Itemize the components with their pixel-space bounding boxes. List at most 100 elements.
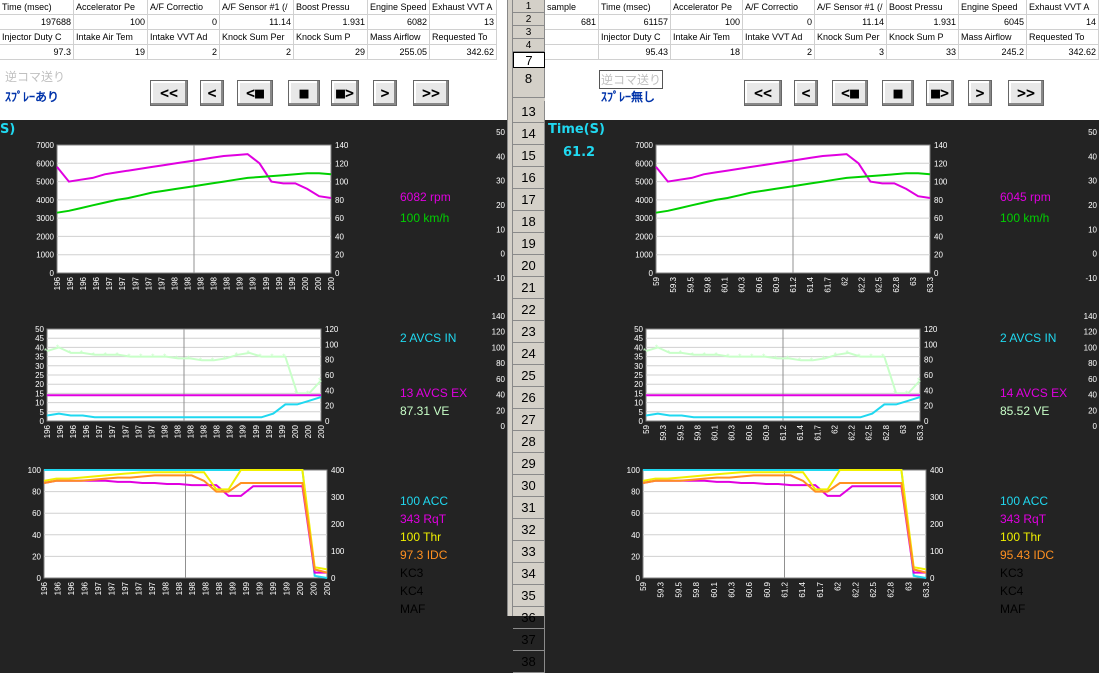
grid-header-cell[interactable]: A/F Correctio — [148, 0, 220, 15]
grid-value-cell[interactable]: 245.2 — [959, 45, 1027, 60]
grid-header-cell[interactable]: Accelerator Pe — [74, 0, 148, 15]
grid-header-cell[interactable]: Boost Pressu — [887, 0, 959, 15]
first-button[interactable]: << — [744, 80, 782, 106]
grid-header-cell[interactable]: Engine Speed — [368, 0, 430, 15]
grid-header-cell[interactable]: Intake Air Tem — [74, 30, 148, 45]
grid-value-cell[interactable]: 342.62 — [430, 45, 497, 60]
grid-header-cell[interactable]: Intake VVT Ad — [148, 30, 220, 45]
row-header[interactable]: 13 — [513, 101, 545, 123]
grid-value-cell[interactable]: 342.62 — [1027, 45, 1099, 60]
grid-header-cell[interactable]: Time (msec) — [599, 0, 671, 15]
grid-value-cell[interactable]: 681 — [545, 15, 599, 30]
grid-header-cell[interactable]: A/F Correctio — [743, 0, 815, 15]
row-header[interactable]: 24 — [513, 343, 545, 365]
grid-header-cell[interactable]: Requested To — [430, 30, 497, 45]
row-header[interactable]: 7 — [513, 52, 545, 68]
row-header[interactable]: 16 — [513, 167, 545, 189]
grid-header-cell[interactable]: Boost Pressu — [294, 0, 368, 15]
grid-value-cell[interactable]: 255.05 — [368, 45, 430, 60]
grid-value-cell[interactable]: 11.14 — [220, 15, 294, 30]
grid-header-cell[interactable]: A/F Sensor #1 (/ — [220, 0, 294, 15]
grid-value-cell[interactable]: 14 — [1027, 15, 1099, 30]
grid-header-cell[interactable]: Time (msec) — [0, 0, 74, 15]
row-header[interactable]: 15 — [513, 145, 545, 167]
step-forward-button[interactable]: ■> — [926, 80, 954, 106]
grid-value-cell[interactable]: 13 — [430, 15, 497, 30]
grid-header-cell[interactable]: sample — [545, 0, 599, 15]
grid-header-cell[interactable]: A/F Sensor #1 (/ — [815, 0, 887, 15]
grid-value-cell[interactable]: 33 — [887, 45, 959, 60]
grid-value-cell[interactable]: 0 — [743, 15, 815, 30]
grid-value-cell[interactable]: 197688 — [0, 15, 74, 30]
grid-header-cell[interactable]: Injector Duty C — [0, 30, 74, 45]
grid-header-cell[interactable]: Requested To — [1027, 30, 1099, 45]
row-header[interactable]: 19 — [513, 233, 545, 255]
row-header[interactable]: 30 — [513, 475, 545, 497]
row-header[interactable]: 22 — [513, 299, 545, 321]
grid-value-cell[interactable]: 100 — [74, 15, 148, 30]
row-header[interactable]: 28 — [513, 431, 545, 453]
row-header[interactable]: 8 — [513, 68, 545, 98]
grid-header-cell[interactable]: Mass Airflow — [959, 30, 1027, 45]
last-button[interactable]: >> — [413, 80, 449, 106]
row-header[interactable]: 34 — [513, 563, 545, 585]
grid-value-cell[interactable]: 95.43 — [599, 45, 671, 60]
grid-header-cell[interactable]: Intake Air Tem — [671, 30, 743, 45]
row-header[interactable]: 32 — [513, 519, 545, 541]
step-back-button[interactable]: <■ — [832, 80, 868, 106]
stop-button[interactable]: ■ — [288, 80, 320, 106]
grid-value-cell[interactable]: 1.931 — [294, 15, 368, 30]
grid-header-cell[interactable]: Exhaust VVT A — [1027, 0, 1099, 15]
row-header[interactable]: 18 — [513, 211, 545, 233]
grid-header-cell[interactable]: Knock Sum P — [887, 30, 959, 45]
grid-header-cell[interactable]: Mass Airflow — [368, 30, 430, 45]
grid-value-cell[interactable]: 6045 — [959, 15, 1027, 30]
row-header[interactable]: 14 — [513, 123, 545, 145]
row-header[interactable]: 38 — [513, 651, 545, 673]
row-header[interactable]: 23 — [513, 321, 545, 343]
prev-button[interactable]: < — [200, 80, 224, 106]
grid-header-cell[interactable]: Knock Sum Per — [815, 30, 887, 45]
grid-value-cell[interactable]: 11.14 — [815, 15, 887, 30]
stop-button[interactable]: ■ — [882, 80, 914, 106]
row-header[interactable]: 37 — [513, 629, 545, 651]
step-forward-button[interactable]: ■> — [331, 80, 359, 106]
row-header[interactable]: 36 — [513, 607, 545, 629]
grid-header-cell[interactable]: Accelerator Pe — [671, 0, 743, 15]
step-back-button[interactable]: <■ — [237, 80, 273, 106]
grid-value-cell[interactable]: 2 — [220, 45, 294, 60]
row-header[interactable]: 17 — [513, 189, 545, 211]
grid-header-cell[interactable]: Knock Sum P — [294, 30, 368, 45]
grid-header-cell[interactable] — [545, 30, 599, 45]
next-button[interactable]: > — [968, 80, 992, 106]
row-header[interactable]: 35 — [513, 585, 545, 607]
grid-header-cell[interactable]: Injector Duty C — [599, 30, 671, 45]
grid-value-cell[interactable]: 19 — [74, 45, 148, 60]
row-header[interactable]: 1 — [513, 0, 545, 13]
row-header[interactable]: 21 — [513, 277, 545, 299]
grid-value-cell[interactable]: 6082 — [368, 15, 430, 30]
row-header[interactable]: 2 — [513, 13, 545, 26]
row-header[interactable]: 33 — [513, 541, 545, 563]
row-header[interactable]: 26 — [513, 387, 545, 409]
grid-value-cell[interactable]: 29 — [294, 45, 368, 60]
row-header[interactable]: 3 — [513, 26, 545, 39]
grid-value-cell[interactable]: 2 — [743, 45, 815, 60]
grid-value-cell[interactable]: 0 — [148, 15, 220, 30]
grid-value-cell[interactable]: 97.3 — [0, 45, 74, 60]
grid-value-cell[interactable]: 3 — [815, 45, 887, 60]
grid-value-cell[interactable] — [545, 45, 599, 60]
row-header[interactable]: 4 — [513, 39, 545, 52]
grid-value-cell[interactable]: 1.931 — [887, 15, 959, 30]
next-button[interactable]: > — [373, 80, 397, 106]
grid-value-cell[interactable]: 18 — [671, 45, 743, 60]
grid-header-cell[interactable]: Exhaust VVT A — [430, 0, 497, 15]
row-header[interactable]: 27 — [513, 409, 545, 431]
grid-header-cell[interactable]: Knock Sum Per — [220, 30, 294, 45]
row-header[interactable]: 31 — [513, 497, 545, 519]
row-header[interactable]: 20 — [513, 255, 545, 277]
grid-value-cell[interactable]: 100 — [671, 15, 743, 30]
row-header[interactable]: 25 — [513, 365, 545, 387]
last-button[interactable]: >> — [1008, 80, 1044, 106]
grid-header-cell[interactable]: Intake VVT Ad — [743, 30, 815, 45]
